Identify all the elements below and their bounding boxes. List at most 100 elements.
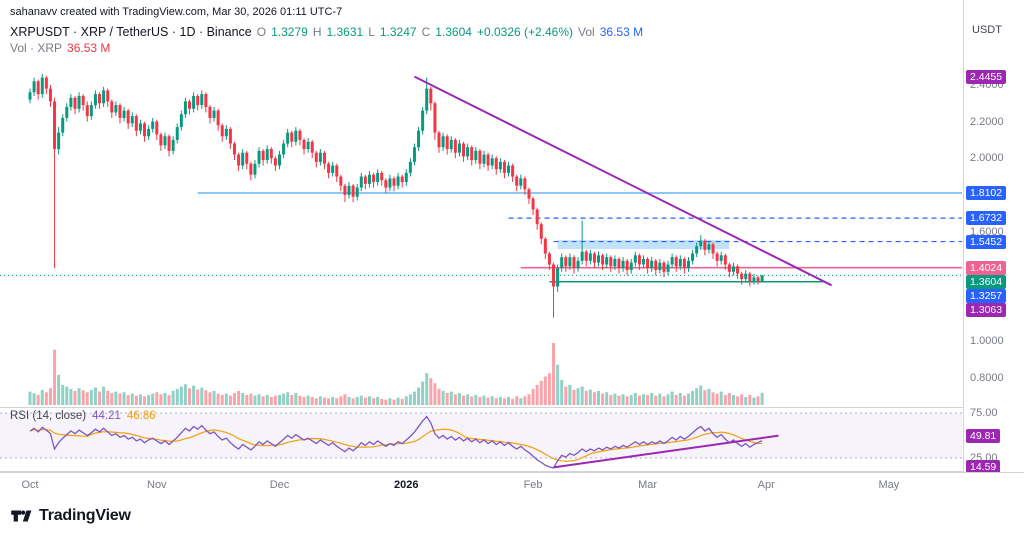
candle-body: [85, 105, 89, 117]
candle-body: [592, 253, 596, 263]
volume-bar: [580, 386, 584, 405]
candle-body: [723, 255, 727, 265]
volume-bar: [138, 394, 142, 405]
candle-body: [175, 127, 179, 140]
candle-body: [519, 178, 523, 186]
candle-body: [257, 150, 261, 164]
candle-body: [310, 141, 314, 153]
candle-body: [637, 255, 641, 265]
candle-body: [560, 257, 564, 269]
volume-bar: [572, 389, 576, 405]
volume-bar: [625, 396, 629, 405]
candle-body: [294, 130, 298, 142]
symbol-title[interactable]: XRPUSDT · XRP / TetherUS · 1D · Binance: [10, 25, 252, 39]
volume-bar: [523, 396, 527, 405]
candle-body: [93, 94, 97, 106]
candle-body: [597, 255, 601, 263]
volume-bar: [269, 396, 273, 405]
volume-bar: [53, 349, 57, 405]
rsi-indicator-legend[interactable]: RSI (14, close) 44.21 46.86: [10, 410, 156, 422]
candle-body: [462, 143, 466, 157]
candle-body: [44, 77, 48, 89]
candle-body: [707, 244, 711, 250]
volume-bar: [298, 395, 302, 405]
volume-bar: [515, 396, 519, 405]
price-badge-1.3257: 1.3257: [966, 288, 1007, 303]
candle-body: [384, 180, 388, 188]
candle-body: [543, 238, 547, 254]
volume-bar: [633, 392, 637, 405]
candle-body: [412, 147, 416, 162]
volume-bar: [642, 394, 645, 405]
candle-body: [347, 185, 351, 195]
volume-bar: [711, 392, 715, 405]
volume-indicator-title[interactable]: Vol · XRP: [10, 41, 63, 55]
volume-bar: [380, 398, 384, 405]
volume-bar: [93, 387, 97, 405]
volume-indicator-legend[interactable]: Vol · XRP 36.53 M: [10, 41, 110, 55]
candle-body: [756, 277, 760, 282]
candle-body: [752, 277, 756, 281]
open-value: 1.3279: [271, 25, 308, 39]
volume-bar: [588, 389, 592, 405]
symbol-legend[interactable]: XRPUSDT · XRP / TetherUS · 1D · Binance …: [10, 25, 643, 39]
candle-body: [363, 176, 367, 184]
volume-bar: [277, 394, 281, 405]
time-label-2026: 2026: [394, 479, 419, 491]
volume-bar: [114, 391, 118, 405]
volume-bar: [736, 396, 740, 405]
candle-body: [466, 147, 470, 157]
candle-body: [126, 110, 130, 124]
candle-body: [556, 268, 560, 287]
volume-bar: [179, 386, 183, 405]
candle-body: [81, 95, 85, 106]
volume-bar: [331, 396, 335, 405]
candle-body: [703, 240, 707, 250]
volume-bar: [196, 389, 200, 405]
volume-bar: [48, 388, 52, 405]
volume-bar: [637, 395, 641, 405]
volume-bar: [302, 396, 306, 405]
volume-bar: [318, 396, 322, 405]
volume-bar: [392, 399, 396, 405]
time-axis[interactable]: Oct Nov Dec 2026 Feb Mar Apr May: [0, 472, 1024, 497]
candle-body: [314, 152, 318, 162]
volume-bar: [670, 391, 674, 405]
candle-body: [89, 105, 93, 117]
volume-bar: [335, 398, 339, 405]
volume-bar: [73, 390, 77, 405]
price-axis[interactable]: USDT 2.4000 2.2000 2.0000 1.6000 1.0000 0.800…: [963, 0, 1024, 496]
candle-body: [134, 116, 138, 131]
candle-body: [609, 257, 613, 267]
volume-bar: [147, 394, 151, 405]
volume-bar: [457, 392, 461, 405]
tradingview-logo[interactable]: TradingView: [10, 505, 131, 527]
candle-body: [388, 178, 392, 188]
candle-body: [711, 244, 715, 254]
rsi-ascending-trendline[interactable]: [553, 434, 779, 469]
volume-bar: [568, 384, 572, 405]
volume-bar: [163, 392, 167, 405]
rsi-title[interactable]: RSI (14, close): [10, 410, 87, 422]
chart-pane[interactable]: [0, 0, 963, 500]
price-badge-1.3063: 1.3063: [966, 302, 1007, 317]
candle-body: [478, 150, 482, 164]
candle-body: [678, 258, 682, 267]
candle-body: [147, 128, 151, 137]
candle-body: [457, 143, 461, 153]
volume-bar: [752, 397, 756, 405]
candle-body: [507, 165, 511, 173]
supply-zone-rectangle[interactable]: [557, 240, 730, 250]
volume-bar: [462, 395, 466, 405]
volume-bar: [621, 394, 625, 405]
volume-bar: [686, 393, 690, 405]
volume-bar: [367, 396, 371, 405]
rsi-badge-14.59: 14.59: [966, 460, 1001, 475]
descending-trendline[interactable]: [414, 75, 833, 287]
volume-bar: [453, 394, 457, 405]
candle-body: [621, 260, 625, 269]
volume-bar: [584, 390, 588, 405]
volume-bar: [327, 398, 331, 405]
volume-bar: [306, 395, 310, 405]
